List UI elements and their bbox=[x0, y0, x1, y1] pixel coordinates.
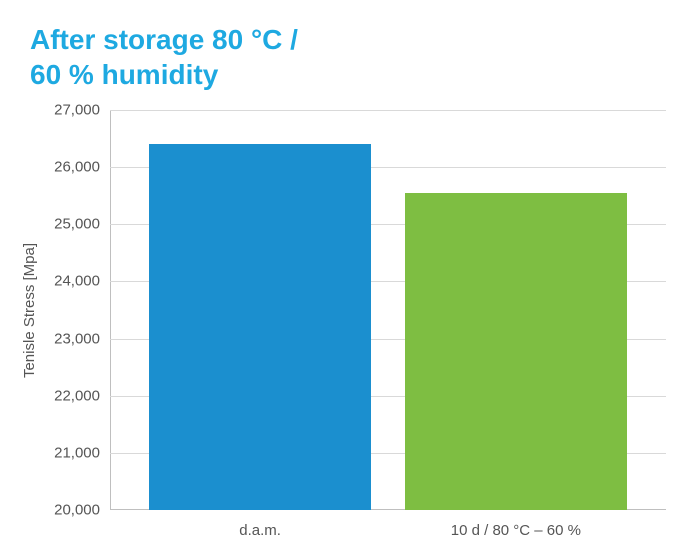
y-axis-label-container: Tenisle Stress [Mpa] bbox=[16, 110, 44, 510]
x-tick-label: d.a.m. bbox=[239, 522, 281, 539]
chart: Tenisle Stress [Mpa] 20,00021,00022,0002… bbox=[30, 110, 670, 550]
y-axis-label: Tenisle Stress [Mpa] bbox=[22, 242, 39, 377]
y-tick-label: 25,000 bbox=[54, 216, 100, 233]
gridline bbox=[110, 110, 666, 111]
x-tick-label: 10 d / 80 °C – 60 % bbox=[451, 522, 581, 539]
chart-title-line2: 60 % humidity bbox=[30, 59, 218, 90]
x-tick-labels: d.a.m. 10 d / 80 °C – 60 % bbox=[110, 514, 666, 550]
chart-title: After storage 80 °C / 60 % humidity bbox=[30, 22, 676, 92]
y-tick-label: 23,000 bbox=[54, 330, 100, 347]
bar bbox=[405, 193, 627, 510]
bar bbox=[149, 144, 371, 510]
y-tick-label: 26,000 bbox=[54, 159, 100, 176]
y-tick-label: 20,000 bbox=[54, 502, 100, 519]
y-tick-label: 24,000 bbox=[54, 273, 100, 290]
y-axis-line bbox=[110, 110, 111, 510]
y-tick-labels: 20,00021,00022,00023,00024,00025,00026,0… bbox=[44, 110, 106, 510]
y-tick-label: 21,000 bbox=[54, 444, 100, 461]
chart-title-line1: After storage 80 °C / bbox=[30, 24, 298, 55]
plot-area bbox=[110, 110, 666, 510]
y-tick-label: 22,000 bbox=[54, 387, 100, 404]
y-tick-label: 27,000 bbox=[54, 102, 100, 119]
